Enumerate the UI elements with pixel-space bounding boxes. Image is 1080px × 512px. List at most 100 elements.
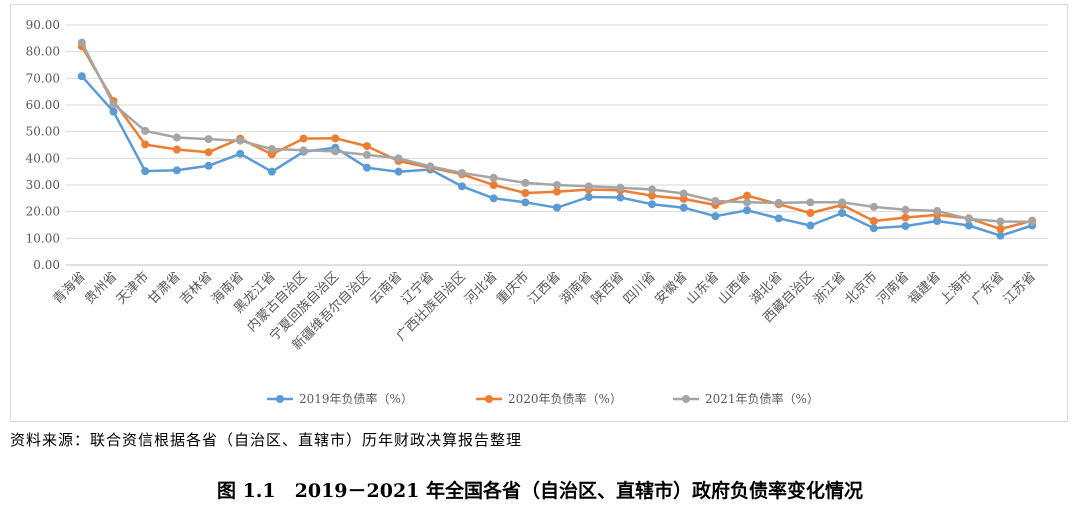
data-point bbox=[204, 135, 213, 144]
data-point bbox=[616, 193, 625, 202]
data-point bbox=[774, 214, 783, 223]
data-point bbox=[457, 169, 466, 177]
data-point bbox=[299, 146, 308, 155]
data-point bbox=[806, 198, 815, 207]
data-point bbox=[743, 198, 752, 207]
data-point bbox=[806, 209, 815, 217]
data-point bbox=[77, 38, 86, 47]
data-point bbox=[616, 183, 625, 192]
data-point bbox=[996, 231, 1005, 240]
y-tick-label: 20.00 bbox=[26, 205, 60, 219]
data-point bbox=[933, 217, 942, 225]
data-point bbox=[838, 209, 847, 217]
data-point bbox=[679, 203, 688, 212]
data-point bbox=[964, 214, 973, 223]
data-point bbox=[204, 161, 213, 170]
data-point bbox=[648, 191, 657, 200]
data-point bbox=[933, 206, 942, 215]
x-tick-label: 山东省 bbox=[684, 269, 722, 307]
y-tick-label: 0.00 bbox=[33, 258, 60, 272]
data-point bbox=[109, 100, 118, 109]
data-point bbox=[838, 198, 847, 207]
data-point bbox=[204, 148, 213, 157]
data-point bbox=[901, 213, 910, 222]
y-tick-label: 80.00 bbox=[26, 45, 60, 59]
x-tick-label: 河北省 bbox=[462, 269, 500, 307]
y-tick-label: 40.00 bbox=[26, 151, 60, 165]
data-point bbox=[172, 166, 181, 175]
x-tick-label: 天津市 bbox=[113, 269, 152, 308]
x-tick-label: 吉林省 bbox=[177, 269, 215, 307]
data-point bbox=[236, 136, 245, 145]
chart-frame: 0.00 10.00 20.00 30.00 40.00 50.00 60.00 70.00 8… bbox=[10, 4, 1068, 422]
x-tick-label: 江苏省 bbox=[1000, 269, 1039, 308]
data-point bbox=[172, 145, 181, 154]
data-point bbox=[901, 222, 910, 231]
data-point bbox=[743, 206, 752, 215]
legend-label: 2019年负债率（%） bbox=[299, 391, 413, 406]
x-tick-label: 四川省 bbox=[621, 269, 659, 307]
data-point bbox=[648, 200, 657, 209]
data-point bbox=[172, 133, 181, 142]
data-point bbox=[299, 134, 308, 143]
y-tick-label: 50.00 bbox=[26, 125, 60, 139]
legend-label: 2021年负债率（%） bbox=[705, 391, 819, 406]
data-point bbox=[743, 191, 752, 200]
data-point bbox=[521, 198, 530, 207]
x-tick-label: 安徽省 bbox=[652, 269, 690, 307]
y-tick-label: 30.00 bbox=[26, 178, 60, 192]
data-point bbox=[109, 107, 118, 116]
data-point bbox=[521, 189, 530, 197]
y-tick-label: 70.00 bbox=[26, 71, 60, 85]
data-point bbox=[77, 72, 86, 81]
data-point bbox=[584, 182, 593, 191]
x-tick-label: 陕西省 bbox=[589, 269, 627, 307]
x-tick-label: 福建省 bbox=[906, 269, 944, 307]
data-point bbox=[584, 193, 593, 201]
x-tick-label: 广东省 bbox=[969, 269, 1007, 307]
x-tick-label: 北京市 bbox=[842, 269, 881, 308]
data-point bbox=[901, 205, 910, 214]
x-tick-label: 浙江省 bbox=[811, 269, 849, 307]
x-tick-label: 上海市 bbox=[937, 269, 976, 308]
figure-caption: 图 1.1 2019－2021 年全国各省（自治区、直辖市）政府负债率变化情况 bbox=[216, 480, 864, 502]
x-tick-label: 河南省 bbox=[873, 269, 912, 308]
data-point bbox=[553, 187, 561, 196]
data-point bbox=[996, 225, 1005, 233]
data-point bbox=[141, 126, 150, 135]
data-point bbox=[869, 224, 878, 233]
series-line-2 bbox=[80, 45, 1033, 231]
data-point bbox=[553, 203, 561, 212]
legend-marker bbox=[276, 395, 284, 403]
data-point bbox=[236, 149, 245, 158]
data-point bbox=[489, 194, 498, 203]
data-point bbox=[141, 140, 150, 149]
data-point bbox=[267, 145, 276, 153]
x-tick-label: 山西省 bbox=[716, 269, 754, 307]
data-point bbox=[394, 154, 403, 163]
x-tick-label: 云南省 bbox=[367, 269, 406, 308]
legend-marker bbox=[682, 395, 690, 403]
data-point bbox=[806, 221, 815, 230]
data-point bbox=[394, 167, 403, 176]
data-point bbox=[964, 221, 973, 230]
data-point bbox=[362, 150, 371, 159]
y-tick-label: 90.00 bbox=[26, 18, 60, 32]
data-point bbox=[648, 185, 657, 194]
data-point bbox=[331, 134, 340, 143]
data-point bbox=[267, 167, 276, 176]
data-point bbox=[521, 178, 530, 187]
x-tick-label: 重庆市 bbox=[493, 269, 532, 308]
legend-marker bbox=[485, 395, 493, 403]
data-point bbox=[362, 142, 371, 151]
data-point bbox=[489, 173, 498, 182]
x-tick-label: 贵州省 bbox=[82, 269, 120, 307]
x-tick-label: 湖南省 bbox=[557, 269, 596, 308]
x-tick-label: 甘肃省 bbox=[146, 269, 184, 307]
data-point bbox=[711, 197, 720, 205]
data-point bbox=[457, 182, 466, 191]
x-tick-label: 江西省 bbox=[526, 269, 564, 307]
source-note: 资料来源：联合资信根据各省（自治区、直辖市）历年财政决算报告整理 bbox=[10, 431, 523, 449]
data-point bbox=[426, 162, 435, 171]
data-point bbox=[996, 217, 1005, 226]
